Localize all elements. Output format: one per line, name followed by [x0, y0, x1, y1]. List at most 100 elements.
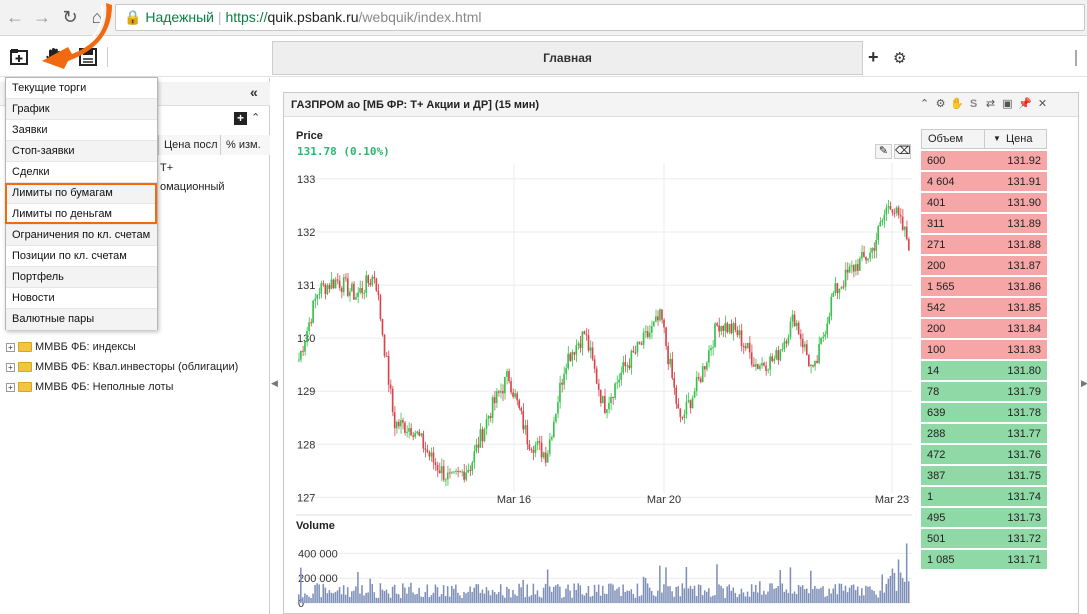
order-book-ask-row[interactable]: 401 131.90 — [921, 193, 1047, 213]
menu-item-news[interactable]: Новости — [6, 288, 157, 309]
volume-bar — [357, 572, 359, 603]
close-icon[interactable]: ✕ — [1037, 98, 1048, 110]
candle-body — [310, 322, 312, 324]
order-price: 131.90 — [1007, 197, 1041, 209]
order-book-ask-row[interactable]: 200 131.84 — [921, 319, 1047, 339]
refresh-icon[interactable]: ⇄ — [985, 98, 996, 110]
candle-body — [867, 258, 869, 261]
candle-body — [675, 387, 678, 404]
column-header-change[interactable]: % изм. — [220, 135, 270, 155]
expand-icon[interactable]: + — [6, 362, 15, 372]
expand-icon[interactable]: + — [6, 342, 15, 352]
menu-item-orders[interactable]: Заявки — [6, 120, 157, 141]
tree-item[interactable]: + ММВБ ФБ: Неполные лоты — [6, 377, 173, 397]
menu-item-security-limits[interactable]: Лимиты по бумагам — [6, 183, 157, 204]
chevron-up-icon[interactable]: ⌃ — [919, 98, 930, 110]
s-icon[interactable]: S — [969, 98, 978, 110]
candle-body — [652, 321, 655, 327]
candle-body — [530, 449, 533, 451]
order-book-bid-row[interactable]: 1 131.74 — [921, 487, 1047, 507]
volume-bar — [689, 585, 692, 603]
menu-item-account-restrictions[interactable]: Ограничения по кл. счетам — [6, 225, 157, 246]
volume-bar — [442, 585, 445, 603]
chevron-up-icon[interactable]: ⌃ — [251, 112, 261, 124]
back-icon[interactable]: ← — [6, 7, 24, 27]
candle-body — [626, 365, 629, 367]
add-tab-icon[interactable]: + — [868, 47, 879, 67]
menu-item-currency-pairs[interactable]: Валютные пары — [6, 309, 157, 330]
candle-body — [583, 331, 586, 335]
volume-bar — [324, 587, 327, 603]
candle-body — [459, 471, 461, 473]
tab-home[interactable]: Главная — [272, 41, 863, 75]
menu-item-deals[interactable]: Сделки — [6, 162, 157, 183]
candle-body — [534, 444, 537, 453]
order-book-ask-row[interactable]: 100 131.83 — [921, 340, 1047, 360]
forward-icon[interactable]: → — [33, 7, 51, 27]
menu-item-money-limits[interactable]: Лимиты по деньгам — [6, 204, 157, 225]
menu-item-current-trades[interactable]: Текущие торги — [6, 78, 157, 99]
gear-icon[interactable]: ⚙ — [893, 50, 907, 67]
pencil-icon[interactable]: ✎ — [875, 144, 892, 159]
column-header-price[interactable]: Цена — [1006, 133, 1033, 145]
volume-bar — [693, 585, 696, 603]
tree-item[interactable]: + ММВБ ФБ: индексы — [6, 337, 136, 357]
order-book-bid-row[interactable]: 288 131.77 — [921, 424, 1047, 444]
gear-icon[interactable]: ⚙ — [935, 98, 946, 110]
pin-icon[interactable]: 📌 — [1018, 98, 1032, 110]
order-book-bid-row[interactable]: 1 085 131.71 — [921, 550, 1047, 570]
volume-bar — [793, 591, 796, 603]
volume-bar — [591, 595, 594, 603]
volume-bar — [369, 578, 371, 603]
order-book-bid-row[interactable]: 639 131.78 — [921, 403, 1047, 423]
volume-bar — [438, 596, 441, 603]
order-book-bid-row[interactable]: 495 131.73 — [921, 508, 1047, 528]
candle-body — [346, 278, 349, 296]
volume-bar — [761, 594, 763, 603]
hand-icon[interactable]: ✋ — [950, 98, 964, 110]
candle-body — [612, 396, 614, 399]
menu-item-account-positions[interactable]: Позиции по кл. счетам — [6, 246, 157, 267]
candle-body — [418, 431, 420, 436]
menu-item-portfolio[interactable]: Портфель — [6, 267, 157, 288]
order-book-bid-row[interactable]: 387 131.75 — [921, 466, 1047, 486]
new-window-icon[interactable] — [10, 47, 30, 67]
order-book-ask-row[interactable]: 1 565 131.86 — [921, 277, 1047, 297]
order-book-bid-row[interactable]: 472 131.76 — [921, 445, 1047, 465]
home-icon[interactable]: ⌂ — [91, 7, 103, 27]
order-book-ask-row[interactable]: 200 131.87 — [921, 256, 1047, 276]
sort-desc-icon[interactable]: ▼ — [993, 134, 1001, 143]
menu-item-stop-orders[interactable]: Стоп-заявки — [6, 141, 157, 162]
volume-bar — [636, 583, 639, 603]
order-book-ask-row[interactable]: 542 131.85 — [921, 298, 1047, 318]
order-book-bid-row[interactable]: 78 131.79 — [921, 382, 1047, 402]
add-instrument-icon[interactable]: + — [234, 112, 247, 125]
splitter-arrow-icon[interactable]: ◀ — [271, 378, 278, 388]
column-header-volume[interactable]: Объем — [928, 133, 964, 145]
reload-icon[interactable]: ↻ — [62, 7, 78, 27]
tree-item[interactable]: + ММВБ ФБ: Квал.инвесторы (облигации) — [6, 357, 238, 377]
column-header-last-price[interactable]: Цена посл — [158, 135, 220, 155]
volume-bar — [367, 592, 369, 603]
order-book-ask-row[interactable]: 311 131.89 — [921, 214, 1047, 234]
order-price: 131.92 — [1007, 155, 1041, 167]
volume-bar — [567, 584, 569, 603]
order-book-ask-row[interactable]: 600 131.92 — [921, 151, 1047, 171]
address-bar[interactable]: 🔒 Надежный | https://quik.psbank.ru/webq… — [115, 4, 1085, 31]
collapse-icon[interactable]: « — [250, 84, 258, 100]
order-price: 131.78 — [1007, 407, 1041, 419]
candle-body — [589, 347, 592, 351]
expand-icon[interactable]: + — [6, 382, 15, 392]
x-tick-label: Mar 23 — [875, 494, 909, 506]
menu-item-chart[interactable]: График — [6, 99, 157, 120]
order-book-bid-row[interactable]: 14 131.80 — [921, 361, 1047, 381]
volume-bar — [338, 587, 341, 603]
order-book-ask-row[interactable]: 271 131.88 — [921, 235, 1047, 255]
order-book-ask-row[interactable]: 4 604 131.91 — [921, 172, 1047, 192]
splitter-arrow-icon[interactable]: ▶ — [1081, 378, 1087, 388]
order-book-bid-row[interactable]: 501 131.72 — [921, 529, 1047, 549]
eraser-icon[interactable]: ⌫ — [894, 144, 911, 159]
candle-body — [344, 277, 347, 279]
window-icon[interactable]: ▣ — [1002, 98, 1013, 110]
